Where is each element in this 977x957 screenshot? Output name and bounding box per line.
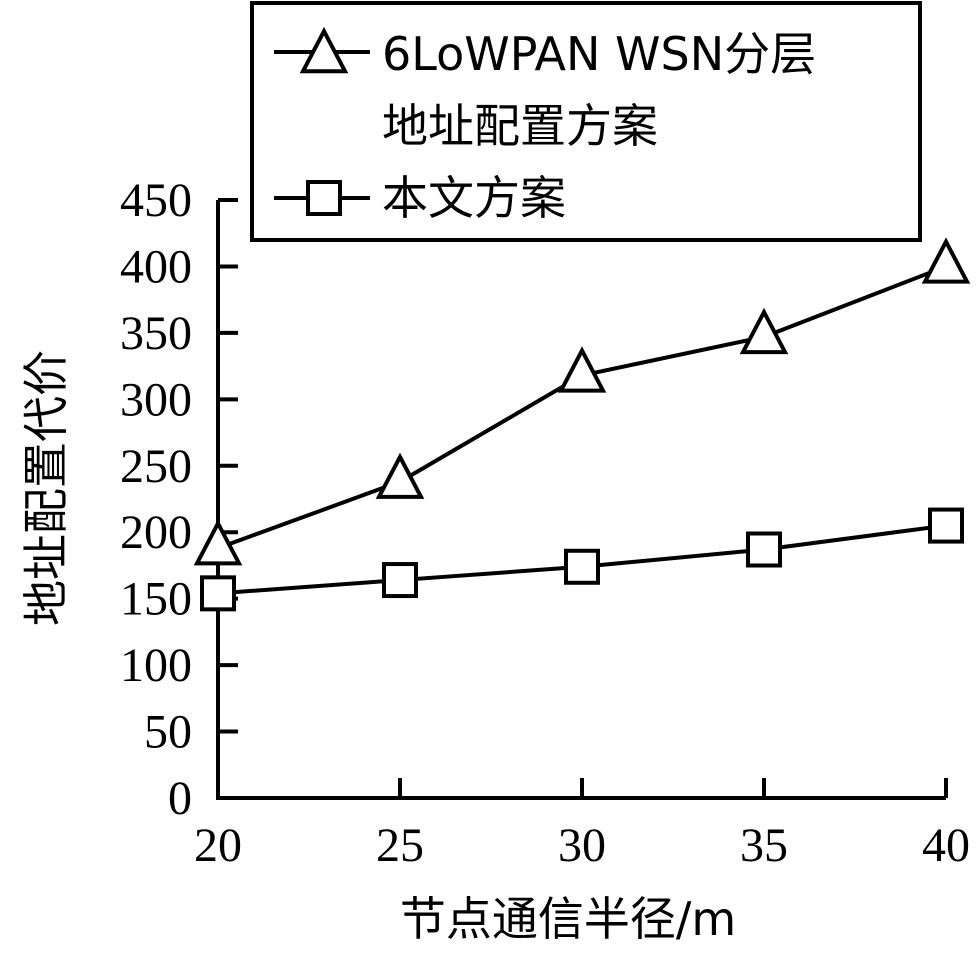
y-tick-label: 100	[120, 639, 192, 692]
data-point	[193, 519, 243, 566]
legend-box	[250, 1, 922, 242]
data-point	[564, 548, 600, 585]
legend-marker	[306, 180, 342, 216]
axes: 0 50 100 150 200 250 300 350 400 450 20 25 30 35 40	[120, 174, 970, 872]
legend-marker	[299, 26, 349, 74]
y-tick-label: 0	[168, 772, 192, 825]
y-tick-label: 250	[120, 440, 192, 493]
data-point	[375, 452, 425, 499]
y-axis-label: 地址配置代价	[19, 350, 73, 626]
series-1	[200, 507, 964, 612]
x-tick-label: 20	[194, 819, 242, 872]
y-tick-label: 400	[120, 240, 192, 293]
data-point	[921, 237, 971, 284]
y-tick-label: 350	[120, 307, 192, 360]
data-point	[746, 531, 782, 568]
x-axis-label: 节点通信半径/m	[400, 892, 736, 946]
x-tick-label: 30	[558, 819, 606, 872]
x-tick-label: 25	[376, 819, 424, 872]
data-point	[739, 307, 789, 355]
y-tick-label: 50	[144, 706, 192, 759]
data-point	[928, 507, 964, 544]
y-tick-label: 200	[120, 506, 192, 559]
legend-label: 地址配置方案	[382, 99, 658, 153]
x-tick-label: 40	[922, 819, 970, 872]
y-tick-label: 300	[120, 373, 192, 426]
data-point	[200, 575, 236, 612]
legend-label: 本文方案	[382, 171, 566, 225]
legend-item-1: 本文方案	[274, 171, 566, 225]
y-tick-label: 450	[120, 174, 192, 227]
data-point	[557, 346, 607, 393]
y-tick-label: 150	[120, 573, 192, 626]
x-tick-label: 35	[740, 819, 788, 872]
data-point	[382, 562, 418, 599]
legend-label: 6LoWPAN WSN分层	[382, 27, 816, 81]
series-0	[193, 237, 971, 566]
series-line	[217, 264, 947, 551]
series-layer	[193, 237, 971, 612]
